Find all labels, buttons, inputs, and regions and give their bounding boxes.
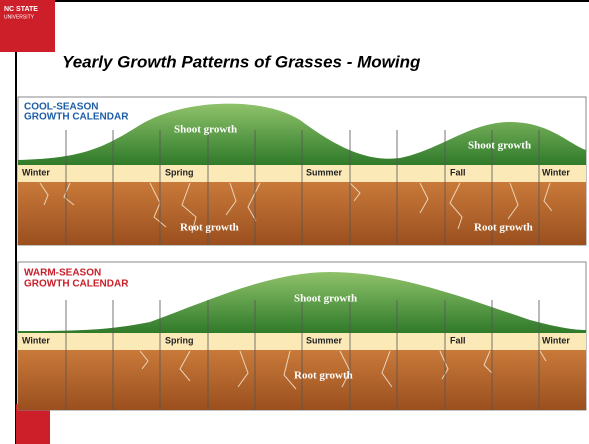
season-label: Summer — [306, 167, 343, 177]
season-label: Summer — [306, 335, 343, 345]
panel-heading: WARM-SEASON — [24, 268, 101, 279]
slide: NC STATE UNIVERSITY Yearly Growth Patter… — [0, 0, 589, 444]
season-label: Spring — [165, 167, 194, 177]
warm-season-panel: WARM-SEASON GROWTH CALENDAR Winter Sprin… — [18, 262, 586, 410]
slide-title: Yearly Growth Patterns of Grasses - Mowi… — [62, 52, 421, 71]
season-label: Winter — [542, 167, 570, 177]
season-label: Fall — [450, 167, 466, 177]
season-label: Winter — [22, 167, 50, 177]
shoot-label: Shoot growth — [468, 140, 531, 152]
root-label: Root growth — [474, 222, 533, 234]
logo-line: NC STATE — [4, 6, 38, 13]
panel-heading: GROWTH CALENDAR — [24, 112, 129, 123]
root-label: Root growth — [180, 222, 239, 234]
logo-line: UNIVERSITY — [4, 14, 35, 20]
season-label: Winter — [542, 335, 570, 345]
panel-heading: GROWTH CALENDAR — [24, 279, 129, 290]
shoot-label: Shoot growth — [174, 124, 237, 136]
root-label: Root growth — [294, 370, 353, 382]
season-label: Spring — [165, 335, 194, 345]
season-label: Winter — [22, 335, 50, 345]
shoot-label: Shoot growth — [294, 293, 357, 305]
cool-season-panel: COOL-SEASON GROWTH CALENDAR Winter Sprin… — [18, 97, 586, 245]
season-label: Fall — [450, 335, 466, 345]
